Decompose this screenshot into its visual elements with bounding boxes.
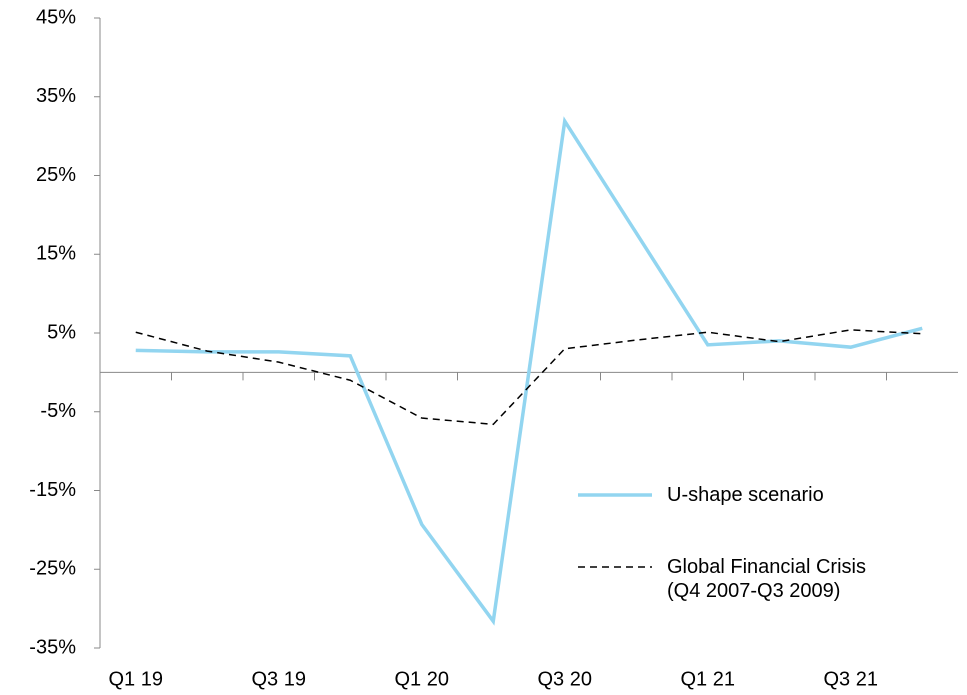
y-tick-label: 15%	[36, 243, 76, 265]
y-tick-label: 45%	[36, 6, 76, 28]
x-tick-label: Q1 21	[681, 668, 735, 690]
y-tick-label: 25%	[36, 164, 76, 186]
x-tick-label: Q3 20	[538, 668, 592, 690]
y-tick-label: -15%	[29, 479, 76, 501]
x-tick-label: Q3 21	[824, 668, 878, 690]
legend-label: U-shape scenario	[667, 484, 824, 506]
series-line	[135, 116, 923, 626]
x-tick-label: Q1 20	[395, 668, 449, 690]
y-tick-label: 5%	[47, 321, 76, 343]
series-line	[135, 329, 923, 426]
x-tick-label: Q1 19	[109, 668, 163, 690]
y-tick-label: -25%	[29, 558, 76, 580]
x-tick-label: Q3 19	[252, 668, 306, 690]
legend-label: Global Financial Crisis (Q4 2007-Q3 2009…	[667, 556, 866, 602]
y-tick-label: -35%	[29, 636, 76, 658]
y-tick-label: 35%	[36, 85, 76, 107]
y-tick-label: -5%	[40, 400, 76, 422]
